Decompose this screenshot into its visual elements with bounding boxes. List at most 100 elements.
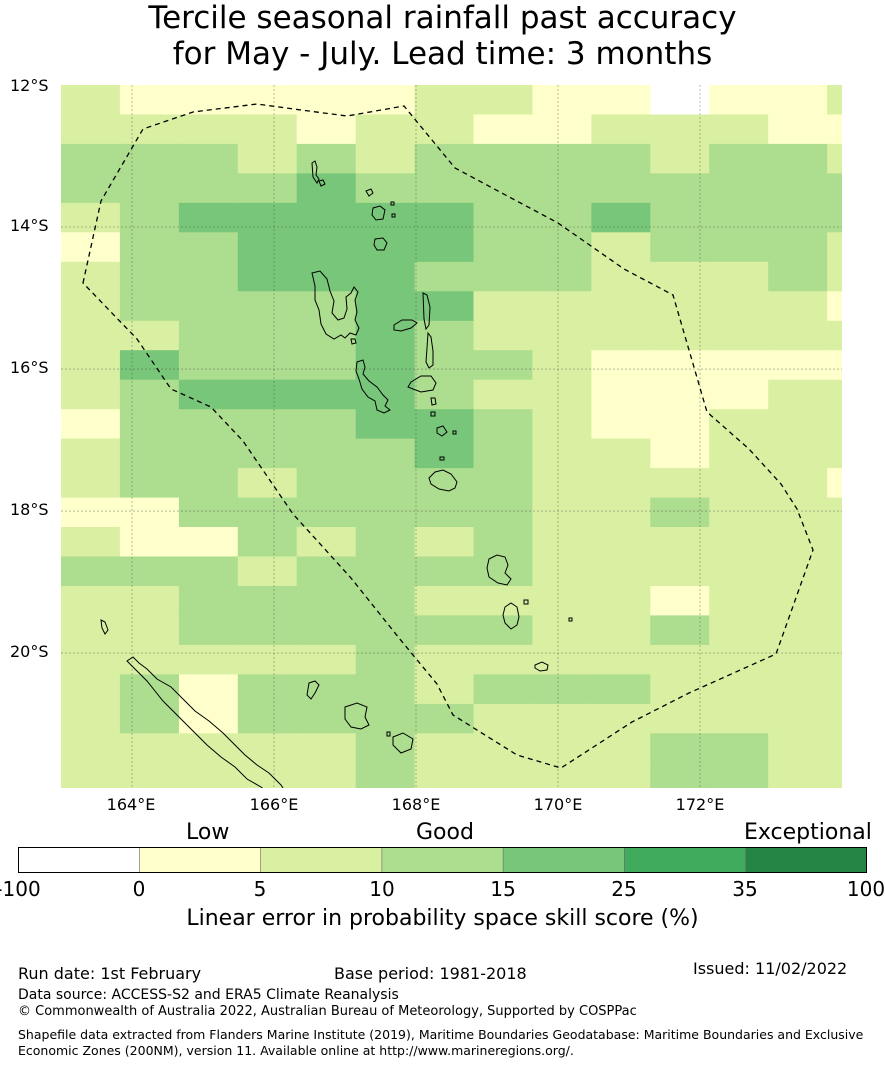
lat-label-16s: 16°S [10,358,49,377]
skill-cell [591,202,651,233]
skill-cell [237,291,298,322]
skill-cell [119,556,180,587]
skill-cell [650,409,710,440]
skill-cell [61,468,121,499]
skill-cell [355,173,416,204]
skill-cell [768,409,828,440]
skill-cell [827,527,842,558]
skill-cell [532,261,592,292]
skill-cell [532,527,592,558]
skill-cell [178,173,239,204]
colorbar-tick-0: 0 [132,877,146,901]
skill-cell [178,556,239,587]
skill-cell [61,644,121,675]
skill-cell [296,762,357,788]
skill-cell [237,615,298,646]
skill-cell [119,644,180,675]
skill-cell [61,674,121,705]
shapefile-credit-line1: Shapefile data extracted from Flanders M… [18,1027,864,1042]
skill-cell [709,438,769,469]
island-aore [350,338,357,345]
skill-cell [296,202,357,233]
skill-cell [355,733,416,764]
skill-cell [591,350,651,381]
skill-cell [709,202,769,233]
skill-cell [178,733,239,764]
map-gridlines [61,85,842,788]
data-source: Data source: ACCESS-S2 and ERA5 Climate … [18,987,399,1003]
skill-cell [650,556,710,587]
skill-cell [768,527,828,558]
skill-cell [827,556,842,587]
skill-cell [119,114,180,145]
colorbar-tick-5: 5 [253,877,267,901]
colorbar-tick-100: 100 [846,877,885,901]
island-mare [392,732,414,754]
skill-cell [768,703,828,734]
skill-cell [178,674,239,705]
skill-cell [591,762,651,788]
skill-cell [532,291,592,322]
skill-cell [591,232,651,263]
skill-cell [296,703,357,734]
island-futuna [568,617,573,622]
skill-cell [61,438,121,469]
skill-cell [591,261,651,292]
skill-cell [119,202,180,233]
skill-cell [119,497,180,528]
skill-cell [827,468,842,499]
skill-cell [650,762,710,788]
skill-cell [61,143,121,174]
island-lifou [344,702,370,730]
skill-cell [61,350,121,381]
skill-cell [650,703,710,734]
skill-cell [237,202,298,233]
skill-cell [768,468,828,499]
skill-cell [296,586,357,617]
skill-cell [650,291,710,322]
skill-cell [414,644,475,675]
skill-cell [473,497,533,528]
skill-cell [532,85,592,116]
skill-cell [591,320,651,351]
skill-cell [119,438,180,469]
skill-cell [827,674,842,705]
island-aneityum [534,661,549,672]
skill-cell [591,674,651,705]
skill-cell [237,320,298,351]
island-vanua-lava [365,188,374,197]
skill-cell [119,320,180,351]
skill-cell [768,615,828,646]
island-lopevi [430,411,436,417]
colorbar-segment [502,847,626,873]
skill-cell [827,703,842,734]
colorbar-segment [260,847,383,873]
skill-cell [237,586,298,617]
skill-cell [709,143,769,174]
skill-cell [650,527,710,558]
skill-cell [591,438,651,469]
skill-cell [119,261,180,292]
skill-cell [650,674,710,705]
skill-cell [178,379,239,410]
skill-cell [591,615,651,646]
skill-cell [119,586,180,617]
skill-cell [296,379,357,410]
skill-cell [473,409,533,440]
skill-cell [296,173,357,204]
lat-label-12s: 12°S [10,76,49,95]
skill-cell [591,379,651,410]
lat-label-18s: 18°S [10,500,49,519]
skill-cell [827,586,842,617]
skill-cell [237,556,298,587]
skill-cell [296,497,357,528]
run-date: Run date: 1st February [18,964,202,983]
skill-cell [119,291,180,322]
colorbar-tick-35: 35 [732,877,758,901]
skill-cell [61,114,121,145]
skill-cell [473,703,533,734]
skill-cell [355,586,416,617]
skill-cell [61,615,121,646]
skill-cell [355,556,416,587]
skill-cell [178,202,239,233]
